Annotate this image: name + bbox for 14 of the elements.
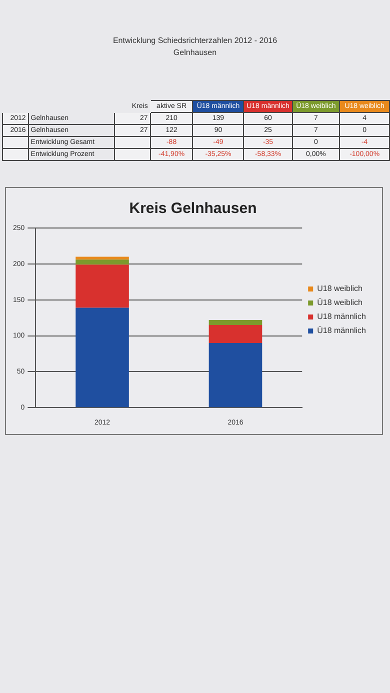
bar [76, 260, 129, 265]
bar [76, 256, 129, 260]
chart-subtitle: Gelnhausen [172, 48, 218, 57]
chart-title: Kreis Gelnhausen [129, 200, 257, 218]
legend-label: U18 weiblich [317, 284, 362, 294]
bar [208, 320, 262, 325]
chart-title: Entwicklung Schiedsrichterzahlen 2012 - 2016 [112, 36, 278, 45]
bar [76, 308, 129, 408]
legend-label: Ü18 weiblich [317, 298, 362, 308]
legend-label: U18 männlich [317, 312, 366, 322]
bar [208, 342, 262, 408]
bar [76, 264, 129, 308]
legend-label: Ü18 männlich [317, 326, 366, 336]
bar [208, 324, 262, 343]
